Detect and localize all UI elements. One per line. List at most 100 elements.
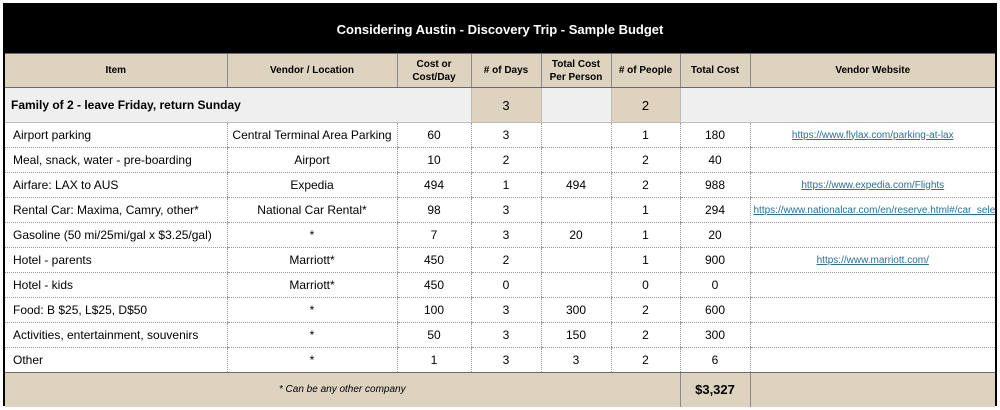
group-blank: [541, 87, 611, 123]
cell-days: 2: [470, 147, 541, 173]
cell-item: Rental Car: Maxima, Camry, other*: [5, 197, 227, 223]
table-row: Gasoline (50 mi/25mi/gal x $3.25/gal) * 7 3…: [5, 222, 995, 248]
cell-people: 1: [610, 197, 680, 223]
group-label: Family of 2 - leave Friday, return Sunda…: [5, 87, 471, 123]
cell-vendor: Airport: [226, 147, 397, 173]
cell-days: 3: [470, 197, 541, 223]
header-per-person: Total Cost Per Person: [540, 53, 611, 88]
cell-vendor: *: [226, 347, 397, 373]
vendor-website-link[interactable]: https://www.expedia.com/Flights: [749, 172, 995, 198]
header-row: Item Vendor / Location Cost or Cost/Day …: [5, 53, 995, 88]
cell-total: 988: [679, 172, 750, 198]
cell-vendor: *: [226, 222, 397, 248]
cell-days: 1: [470, 172, 541, 198]
cell-vendor: *: [226, 297, 397, 323]
cell-total: 600: [679, 297, 750, 323]
table-row: Airport parking Central Terminal Area Par…: [5, 122, 995, 148]
header-total: Total Cost: [679, 53, 750, 88]
group-blank-right: [680, 87, 995, 123]
footer-blank: [749, 372, 995, 407]
cell-website: [749, 222, 995, 248]
footer-note: * Can be any other company: [5, 372, 680, 407]
vendor-website-link[interactable]: https://www.nationalcar.com/en/reserve.h…: [749, 197, 995, 223]
cell-per-person: [540, 272, 611, 298]
cell-vendor: Marriott*: [226, 247, 397, 273]
table-row: Food: B $25, L$25, D$50 * 100 3 300 2 600: [5, 297, 995, 323]
vendor-website-link[interactable]: https://www.flylax.com/parking-at-lax: [749, 122, 995, 148]
cell-website: [749, 272, 995, 298]
grand-total: $3,327: [679, 372, 750, 407]
cell-people: 1: [610, 247, 680, 273]
cell-item: Food: B $25, L$25, D$50: [5, 297, 227, 323]
cell-item: Activities, entertainment, souvenirs: [5, 322, 227, 348]
cell-vendor: National Car Rental*: [226, 197, 397, 223]
cell-people: 0: [610, 272, 680, 298]
cell-item: Gasoline (50 mi/25mi/gal x $3.25/gal): [5, 222, 227, 248]
header-days: # of Days: [470, 53, 541, 88]
cell-total: 300: [679, 322, 750, 348]
cell-item: Other: [5, 347, 227, 373]
table-row: Activities, entertainment, souvenirs * 50 3…: [5, 322, 995, 348]
cell-cost: 60: [396, 122, 471, 148]
cell-per-person: 494: [540, 172, 611, 198]
cell-cost: 494: [396, 172, 471, 198]
table-row: Hotel - parents Marriott* 450 2 1 900 https://…: [5, 247, 995, 273]
group-row: Family of 2 - leave Friday, return Sunda…: [5, 87, 995, 123]
cell-days: 3: [470, 122, 541, 148]
group-days: 3: [470, 87, 542, 123]
footer-row: * Can be any other company $3,327: [5, 372, 995, 407]
cell-item: Airfare: LAX to AUS: [5, 172, 227, 198]
cell-per-person: [540, 247, 611, 273]
table-row: Rental Car: Maxima, Camry, other* Nationa…: [5, 197, 995, 223]
cell-total: 294: [679, 197, 750, 223]
cell-vendor: *: [226, 322, 397, 348]
cell-people: 2: [610, 322, 680, 348]
cell-total: 6: [679, 347, 750, 373]
cell-cost: 100: [396, 297, 471, 323]
cell-per-person: [540, 197, 611, 223]
cell-per-person: [540, 147, 611, 173]
group-people: 2: [610, 87, 681, 123]
cell-per-person: [540, 122, 611, 148]
cell-cost: 450: [396, 272, 471, 298]
vendor-website-link[interactable]: https://www.marriott.com/: [749, 247, 995, 273]
cell-days: 2: [470, 247, 541, 273]
cell-vendor: Marriott*: [226, 272, 397, 298]
cell-cost: 10: [396, 147, 471, 173]
cell-people: 2: [610, 297, 680, 323]
cell-cost: 98: [396, 197, 471, 223]
cell-website: [749, 322, 995, 348]
cell-total: 180: [679, 122, 750, 148]
cell-cost: 7: [396, 222, 471, 248]
cell-days: 3: [470, 322, 541, 348]
cell-per-person: 20: [540, 222, 611, 248]
table-row: Airfare: LAX to AUS Expedia 494 1 494 2 988 htt…: [5, 172, 995, 198]
cell-per-person: 3: [540, 347, 611, 373]
cell-item: Meal, snack, water - pre-boarding: [5, 147, 227, 173]
sheet-title: Considering Austin - Discovery Trip - Sa…: [5, 5, 995, 53]
budget-table: Item Vendor / Location Cost or Cost/Day …: [5, 53, 995, 407]
cell-vendor: Expedia: [226, 172, 397, 198]
cell-vendor: Central Terminal Area Parking: [226, 122, 397, 148]
table-row: Meal, snack, water - pre-boarding Airport…: [5, 147, 995, 173]
cell-total: 900: [679, 247, 750, 273]
cell-per-person: 300: [540, 297, 611, 323]
header-cost: Cost or Cost/Day: [396, 53, 471, 88]
cell-people: 1: [610, 222, 680, 248]
cell-people: 2: [610, 147, 680, 173]
cell-per-person: 150: [540, 322, 611, 348]
header-vendor: Vendor / Location: [226, 53, 397, 88]
cell-total: 40: [679, 147, 750, 173]
cell-days: 3: [470, 222, 541, 248]
cell-cost: 1: [396, 347, 471, 373]
cell-website: [749, 347, 995, 373]
cell-item: Airport parking: [5, 122, 227, 148]
cell-cost: 450: [396, 247, 471, 273]
header-website: Vendor Website: [749, 53, 995, 88]
cell-days: 3: [470, 297, 541, 323]
table-row: Other * 1 3 3 2 6: [5, 347, 995, 373]
cell-website: [749, 297, 995, 323]
header-people: # of People: [610, 53, 680, 88]
cell-people: 1: [610, 122, 680, 148]
cell-item: Hotel - parents: [5, 247, 227, 273]
